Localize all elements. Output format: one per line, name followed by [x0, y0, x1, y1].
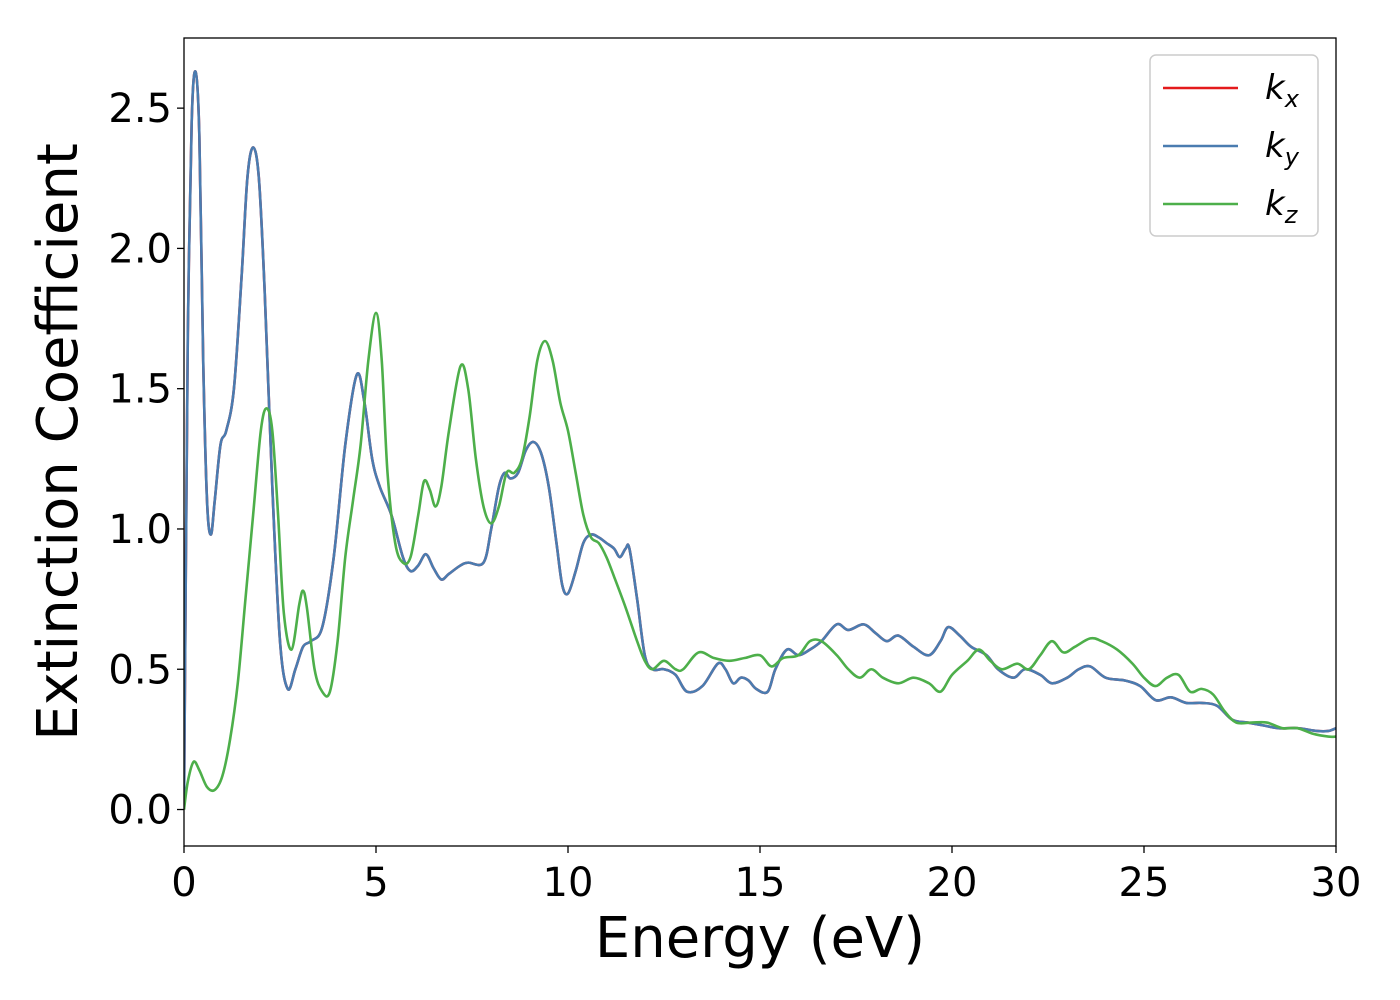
legend-label-x: kx [1265, 68, 1300, 113]
y-axis-ticks: 0.0 0.5 1.0 1.5 2.0 2.5 [108, 86, 184, 834]
x-tick-label: 0 [171, 860, 196, 906]
x-tick-label: 20 [927, 860, 978, 906]
legend-label-z: kz [1265, 184, 1299, 229]
legend: kx ky kz [1149, 54, 1319, 237]
plot-background [184, 38, 1336, 846]
x-tick-label: 10 [543, 860, 594, 906]
y-tick-label: 0.5 [108, 647, 172, 693]
x-axis-title: Energy (eV) [595, 906, 925, 971]
y-tick-label: 1.0 [108, 507, 172, 553]
y-tick-label: 0.0 [108, 788, 172, 834]
x-axis-ticks: 0 5 10 15 20 25 30 [171, 846, 1361, 906]
series-line-z [184, 311, 1336, 810]
legend-label-y: ky [1265, 126, 1300, 171]
x-tick-label: 25 [1119, 860, 1170, 906]
x-tick-label: 30 [1311, 860, 1362, 906]
x-tick-label: 5 [363, 860, 388, 906]
x-tick-label: 15 [735, 860, 786, 906]
y-tick-label: 2.5 [108, 86, 172, 132]
series-layer [184, 70, 1336, 810]
y-tick-label: 1.5 [108, 367, 172, 413]
y-tick-label: 2.0 [108, 226, 172, 272]
y-axis-title: Extinction Coefficient [26, 143, 91, 741]
